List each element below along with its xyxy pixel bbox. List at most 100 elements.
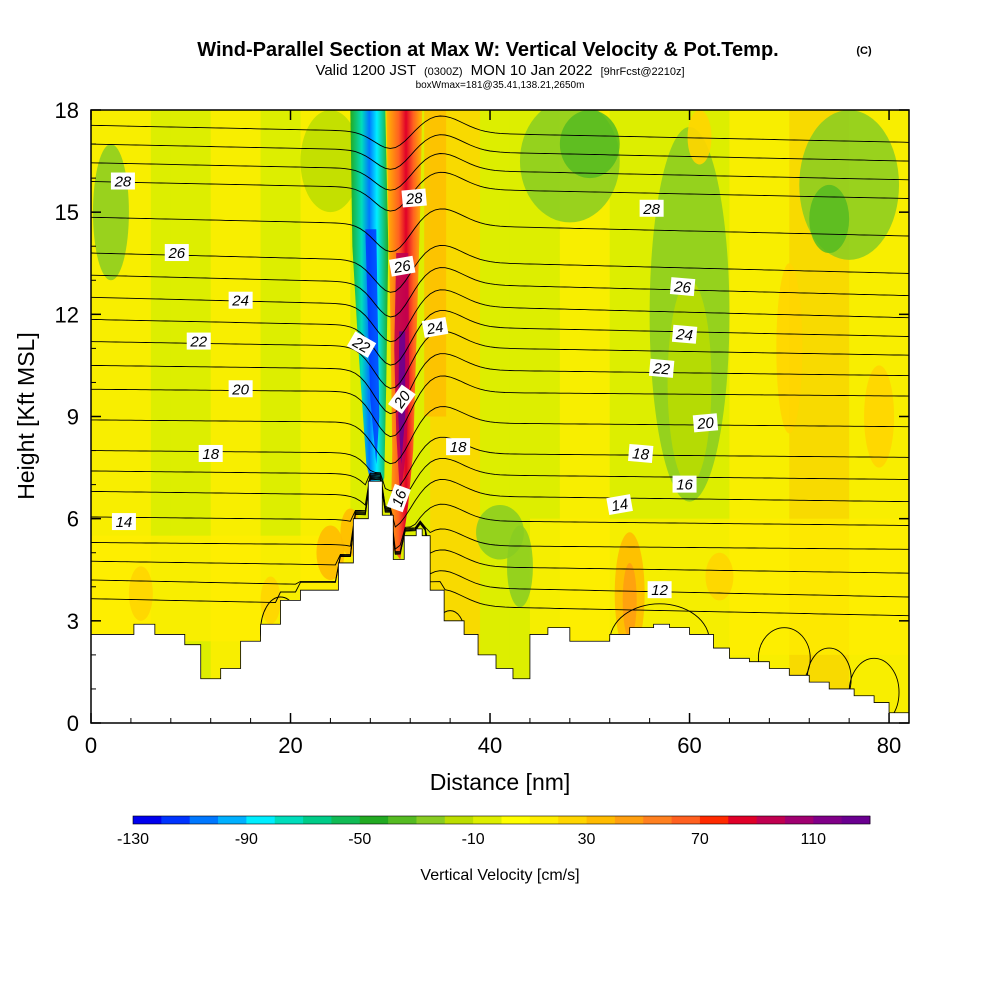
- colorbar-swatch: [841, 816, 871, 824]
- field-updraft-patch: [687, 110, 712, 165]
- x-axis-label: Distance [nm]: [430, 769, 571, 795]
- x-tick-label: 20: [278, 733, 302, 758]
- colorbar-tick-label: 30: [578, 831, 596, 848]
- isentrope-line: [91, 406, 909, 465]
- contour-label-text: 12: [651, 582, 668, 599]
- contour-label-text: 22: [349, 333, 373, 357]
- contour-label-text: 18: [632, 445, 651, 463]
- isentrope-line: [91, 171, 909, 212]
- contour-label: 14: [111, 513, 136, 531]
- colorbar-swatch: [303, 816, 332, 824]
- colorbar-swatch: [331, 816, 361, 824]
- contour-label-box: [388, 255, 416, 277]
- field-downdraft-patch: [559, 110, 620, 179]
- y-axis: 0 3 6 9 12 15 18: [55, 98, 909, 736]
- contour-label: 22: [346, 331, 377, 358]
- terrain-profile: [91, 480, 909, 723]
- colorbar-tick-label: -50: [348, 831, 371, 848]
- colorbar-swatch: [614, 816, 644, 824]
- isentrope-line: [91, 134, 909, 170]
- y-tick-label: 0: [67, 711, 79, 736]
- contour-label-text: 14: [116, 514, 133, 531]
- contour-label: 16: [672, 475, 697, 494]
- contour-label-text: 22: [189, 334, 207, 351]
- contour-label: 26: [669, 277, 696, 297]
- contour-label: 18: [628, 443, 654, 464]
- colorbar-swatch: [813, 816, 843, 824]
- subtitle-utc: (0300Z): [424, 66, 463, 78]
- field-updraft-patch: [864, 365, 895, 468]
- contour-label: 14: [606, 494, 633, 516]
- colorbar-swatch: [586, 816, 616, 824]
- contour-label: 20: [692, 413, 719, 433]
- contour-label-box: [346, 331, 377, 358]
- colorbar-swatch: [133, 816, 162, 824]
- isentrope-line: [91, 310, 909, 366]
- contour-label: 12: [647, 581, 672, 599]
- colorbar: -130 -90 -50 -10 30 70 110: [117, 815, 871, 848]
- colorbar-swatch: [671, 816, 701, 824]
- colorbar-swatch: [728, 816, 758, 824]
- contour-label: 22: [186, 332, 211, 351]
- field-updraft-patch: [622, 562, 637, 638]
- isentrope-line: [91, 115, 909, 149]
- contour-label: 28: [639, 199, 664, 218]
- field-updraft-patch: [128, 566, 153, 621]
- contour-label-box: [446, 438, 471, 456]
- contour-label-text: 24: [231, 293, 249, 310]
- isentrope-line: [91, 436, 909, 492]
- colorbar-tick-label: 110: [801, 831, 827, 848]
- contour-label-box: [386, 483, 411, 513]
- contour-label-box: [228, 380, 253, 398]
- isentrope-line: [91, 330, 909, 389]
- colorbar-swatch: [274, 816, 304, 824]
- contour-label-box: [186, 332, 211, 350]
- terrain: [91, 480, 909, 723]
- contour-label-text: 28: [642, 201, 660, 218]
- contour-label: 26: [164, 244, 189, 262]
- colorbar-swatch: [388, 816, 417, 824]
- field-downdraft-patch: [809, 184, 850, 254]
- field-downdraft-patch: [506, 525, 533, 608]
- contour-label-box: [628, 443, 654, 463]
- contour-label: 16: [386, 483, 411, 513]
- contour-label-text: 26: [672, 278, 692, 297]
- contour-label-box: [606, 494, 633, 516]
- colorbar-frame: [132, 815, 871, 825]
- contour-label-box: [639, 199, 664, 217]
- chart-subtitle: Valid 1200 JST (0300Z) MON 10 Jan 2022 […: [315, 62, 684, 79]
- contour-label-text: 14: [610, 496, 629, 516]
- colorbar-swatch: [473, 816, 502, 824]
- colorbar-tick-label: -10: [462, 831, 485, 848]
- contour-label-box: [648, 358, 675, 378]
- isentrope-line: [91, 473, 909, 528]
- contour-label-text: 24: [674, 326, 693, 344]
- colorbar-swatch: [246, 816, 276, 824]
- chart-subtitle-2: boxWmax=181@35.41,138.21,2650m: [416, 80, 585, 91]
- contour-label-text: 28: [114, 174, 132, 191]
- y-tick-label: 9: [67, 405, 79, 430]
- colorbar-swatch: [161, 816, 191, 824]
- contour-label: 24: [671, 324, 698, 344]
- field-updraft-patch: [776, 263, 803, 434]
- x-tick-label: 60: [677, 733, 701, 758]
- x-tick-label: 80: [877, 733, 901, 758]
- subtitle-date: MON 10 Jan 2022: [471, 62, 593, 79]
- contour-label: 28: [110, 172, 135, 191]
- isentrope-contours: [91, 115, 909, 723]
- contour-label-text: 22: [652, 360, 672, 379]
- contour-label: 20: [228, 380, 253, 398]
- colorbar-swatch: [218, 816, 247, 824]
- contour-label-box: [110, 172, 135, 190]
- title-block: Wind-Parallel Section at Max W: Vertical…: [197, 39, 872, 91]
- contour-label-text: 20: [231, 381, 249, 398]
- contour-label-text: 28: [404, 190, 424, 209]
- isentrope-line: [91, 244, 909, 293]
- isentrope-line: [91, 477, 909, 574]
- contour-label-text: 26: [167, 245, 185, 262]
- contour-label-box: [647, 581, 672, 599]
- contour-label-box: [669, 277, 696, 297]
- y-tick-label: 3: [67, 609, 79, 634]
